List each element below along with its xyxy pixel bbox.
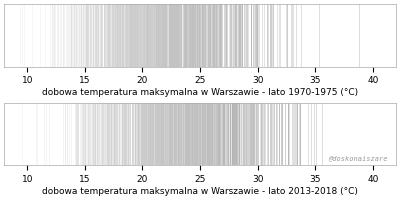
Text: @doskonaiszare: @doskonaiszare	[328, 156, 388, 162]
X-axis label: dobowa temperatura maksymalna w Warszawie - lato 2013-2018 (°C): dobowa temperatura maksymalna w Warszawi…	[42, 187, 358, 196]
X-axis label: dobowa temperatura maksymalna w Warszawie - lato 1970-1975 (°C): dobowa temperatura maksymalna w Warszawi…	[42, 88, 358, 97]
